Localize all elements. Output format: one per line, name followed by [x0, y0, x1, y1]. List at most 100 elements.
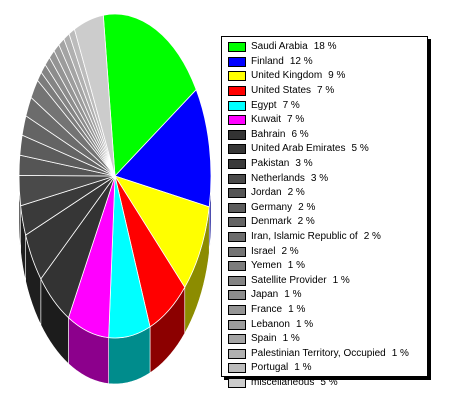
legend-value: 6 % [291, 128, 309, 140]
legend-item: Japan 1 % [222, 288, 427, 303]
legend-item: Lebanon 1 % [222, 317, 427, 332]
pie-chart [18, 13, 212, 385]
legend-value: 5 % [320, 376, 338, 388]
legend-swatch [228, 232, 246, 243]
legend-label: Pakistan [251, 158, 290, 170]
legend-item: United Kingdom 9 % [222, 69, 427, 84]
legend-value: 18 % [313, 41, 337, 53]
legend-label: miscellaneous [251, 376, 315, 388]
legend-item: Denmark 2 % [222, 215, 427, 230]
legend-swatch [228, 42, 246, 53]
legend-label: Palestinian Territory, Occupied [251, 347, 386, 359]
legend-item: Portugal 1 % [222, 361, 427, 376]
legend-swatch [228, 319, 246, 330]
legend-item: Satellite Provider 1 % [222, 274, 427, 289]
legend-value: 2 % [298, 201, 316, 213]
legend-label: Germany [251, 201, 293, 213]
legend-item: Netherlands 3 % [222, 171, 427, 186]
legend-label: Finland [251, 55, 284, 67]
legend-item: Iran, Islamic Republic of 2 % [222, 230, 427, 245]
legend-value: 1 % [287, 260, 306, 272]
legend-item: Jordan 2 % [222, 186, 427, 201]
legend-label: Netherlands [251, 172, 305, 184]
legend-swatch [228, 217, 246, 228]
legend-value: 1 % [332, 274, 350, 286]
legend-swatch [228, 100, 246, 111]
legend-swatch [228, 71, 246, 82]
legend-swatch [228, 173, 246, 184]
legend-swatch [228, 348, 246, 359]
legend-value: 3 % [310, 172, 329, 184]
pie-slice-saudi-arabia [102, 13, 197, 177]
legend-swatch [228, 246, 246, 257]
legend-value: 1 % [282, 333, 300, 345]
legend-item: Egypt 7 % [222, 98, 427, 113]
legend-item: Saudi Arabia 18 % [222, 40, 427, 55]
legend-swatch [228, 115, 246, 126]
legend-label: Lebanon [251, 318, 290, 330]
legend-label: Yemen [251, 260, 282, 272]
legend-item: Yemen 1 % [222, 259, 427, 274]
legend-item: Bahrain 6 % [222, 128, 427, 143]
legend-swatch [228, 86, 246, 97]
legend-value: 5 % [351, 143, 369, 155]
legend-value: 2 % [297, 216, 315, 228]
legend-label: United Kingdom [251, 70, 323, 82]
legend-swatch [228, 334, 246, 345]
legend-value: 1 % [284, 289, 302, 301]
legend-label: United States [251, 85, 312, 97]
legend-value: 9 % [328, 70, 346, 82]
pie-slice-miscellaneous [73, 14, 116, 177]
legend-value: 1 % [294, 362, 312, 374]
legend-label: Israel [251, 245, 276, 257]
legend-item: Palestinian Territory, Occupied 1 % [222, 346, 427, 361]
legend-item: Germany 2 % [222, 201, 427, 216]
legend-label: Satellite Provider [251, 274, 327, 286]
legend-item: Pakistan 3 % [222, 157, 427, 172]
legend-swatch [228, 159, 246, 170]
legend-label: United Arab Emirates [251, 143, 346, 155]
legend-label: Iran, Islamic Republic of [251, 231, 358, 243]
legend-item: miscellaneous 5 % [222, 376, 427, 391]
legend-swatch [228, 188, 246, 199]
legend-value: 7 % [287, 114, 305, 126]
legend-item: Spain 1 % [222, 332, 427, 347]
legend-label: Egypt [251, 99, 277, 111]
legend-swatch [228, 56, 246, 67]
legend: Saudi Arabia 18 % Finland 12 % United Kingdo… [221, 36, 428, 388]
legend-value: 3 % [295, 158, 313, 170]
legend-label: Portugal [251, 362, 289, 374]
legend-swatch [228, 363, 246, 374]
legend-label: Denmark [251, 216, 292, 228]
legend-label: Saudi Arabia [251, 41, 308, 53]
pie-slice-finland [114, 88, 212, 208]
pie-slice-united-kingdom [114, 175, 210, 289]
legend-swatch [228, 377, 246, 388]
legend-value: 2 % [281, 245, 299, 257]
legend-label: Bahrain [251, 128, 286, 140]
legend-label: Kuwait [251, 114, 282, 126]
legend-value: 12 % [289, 55, 313, 67]
legend-swatch [228, 304, 246, 315]
legend-value: 2 % [287, 187, 305, 199]
pie-top [18, 13, 212, 339]
legend-value: 1 % [295, 318, 314, 330]
legend-value: 2 % [363, 231, 381, 243]
legend-value: 1 % [288, 303, 306, 315]
legend-swatch [228, 290, 246, 301]
legend-value: 1 % [391, 347, 409, 359]
legend-value: 7 % [317, 85, 335, 97]
legend-swatch [228, 129, 246, 140]
legend-value: 7 % [282, 99, 300, 111]
legend-item: Kuwait 7 % [222, 113, 427, 128]
legend-swatch [228, 261, 246, 272]
legend-item: United Arab Emirates 5 % [222, 142, 427, 157]
legend-label: Spain [251, 333, 277, 345]
legend-label: France [251, 303, 283, 315]
legend-item: Israel 2 % [222, 244, 427, 259]
legend-label: Japan [251, 289, 279, 301]
legend-label: Jordan [251, 187, 282, 199]
legend-swatch [228, 144, 246, 155]
legend-swatch [228, 202, 246, 213]
legend-item: France 1 % [222, 303, 427, 318]
